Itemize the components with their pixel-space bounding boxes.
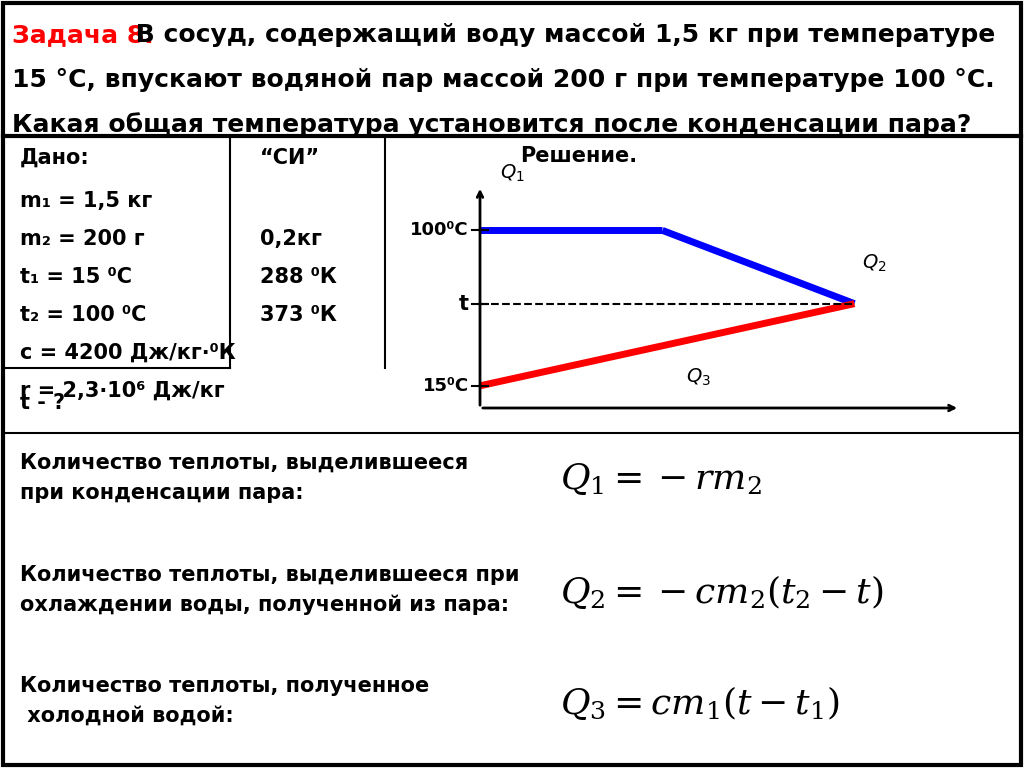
Text: $Q_2 = -cm_2(t_2 - t)$: $Q_2 = -cm_2(t_2 - t)$	[560, 573, 884, 611]
Text: $Q_2$: $Q_2$	[862, 253, 887, 274]
Text: $Q_1 = -rm_2$: $Q_1 = -rm_2$	[560, 461, 762, 497]
Text: Количество теплоты, полученное
 холодной водой:: Количество теплоты, полученное холодной …	[20, 677, 429, 726]
Text: Количество теплоты, выделившееся
при конденсации пара:: Количество теплоты, выделившееся при кон…	[20, 453, 468, 502]
Text: 373 ⁰К: 373 ⁰К	[260, 305, 337, 325]
Text: t: t	[459, 293, 469, 313]
Text: Решение.: Решение.	[520, 146, 637, 166]
Text: $Q_3$: $Q_3$	[686, 367, 711, 389]
Text: 15⁰C: 15⁰C	[423, 377, 469, 395]
Text: 100⁰C: 100⁰C	[411, 221, 469, 240]
Text: m₂ = 200 г: m₂ = 200 г	[20, 229, 144, 249]
Text: 288 ⁰К: 288 ⁰К	[260, 267, 337, 287]
Text: $Q_3 = cm_1(t - t_1)$: $Q_3 = cm_1(t - t_1)$	[560, 684, 840, 722]
Text: 15 °C, впускают водяной пар массой 200 г при температуре 100 °C.: 15 °C, впускают водяной пар массой 200 г…	[12, 68, 994, 92]
Text: В сосуд, содержащий воду массой 1,5 кг при температуре: В сосуд, содержащий воду массой 1,5 кг п…	[127, 23, 995, 47]
Text: m₁ = 1,5 кг: m₁ = 1,5 кг	[20, 191, 153, 211]
Text: t - ?: t - ?	[20, 393, 66, 413]
Text: t₁ = 15 ⁰C: t₁ = 15 ⁰C	[20, 267, 132, 287]
Text: Задача 8.: Задача 8.	[12, 23, 154, 47]
Text: Дано:: Дано:	[20, 148, 90, 168]
Text: $Q_1$: $Q_1$	[500, 163, 524, 184]
Text: 0,2кг: 0,2кг	[260, 229, 322, 249]
Text: t₂ = 100 ⁰C: t₂ = 100 ⁰C	[20, 305, 146, 325]
Text: “СИ”: “СИ”	[260, 148, 321, 168]
Text: r = 2,3·10⁶ Дж/кг: r = 2,3·10⁶ Дж/кг	[20, 381, 224, 401]
Text: Какая общая температура установится после конденсации пара?: Какая общая температура установится посл…	[12, 112, 972, 137]
Text: Количество теплоты, выделившееся при
охлаждении воды, полученной из пара:: Количество теплоты, выделившееся при охл…	[20, 564, 519, 615]
Text: c = 4200 Дж/кг·⁰К: c = 4200 Дж/кг·⁰К	[20, 343, 236, 363]
